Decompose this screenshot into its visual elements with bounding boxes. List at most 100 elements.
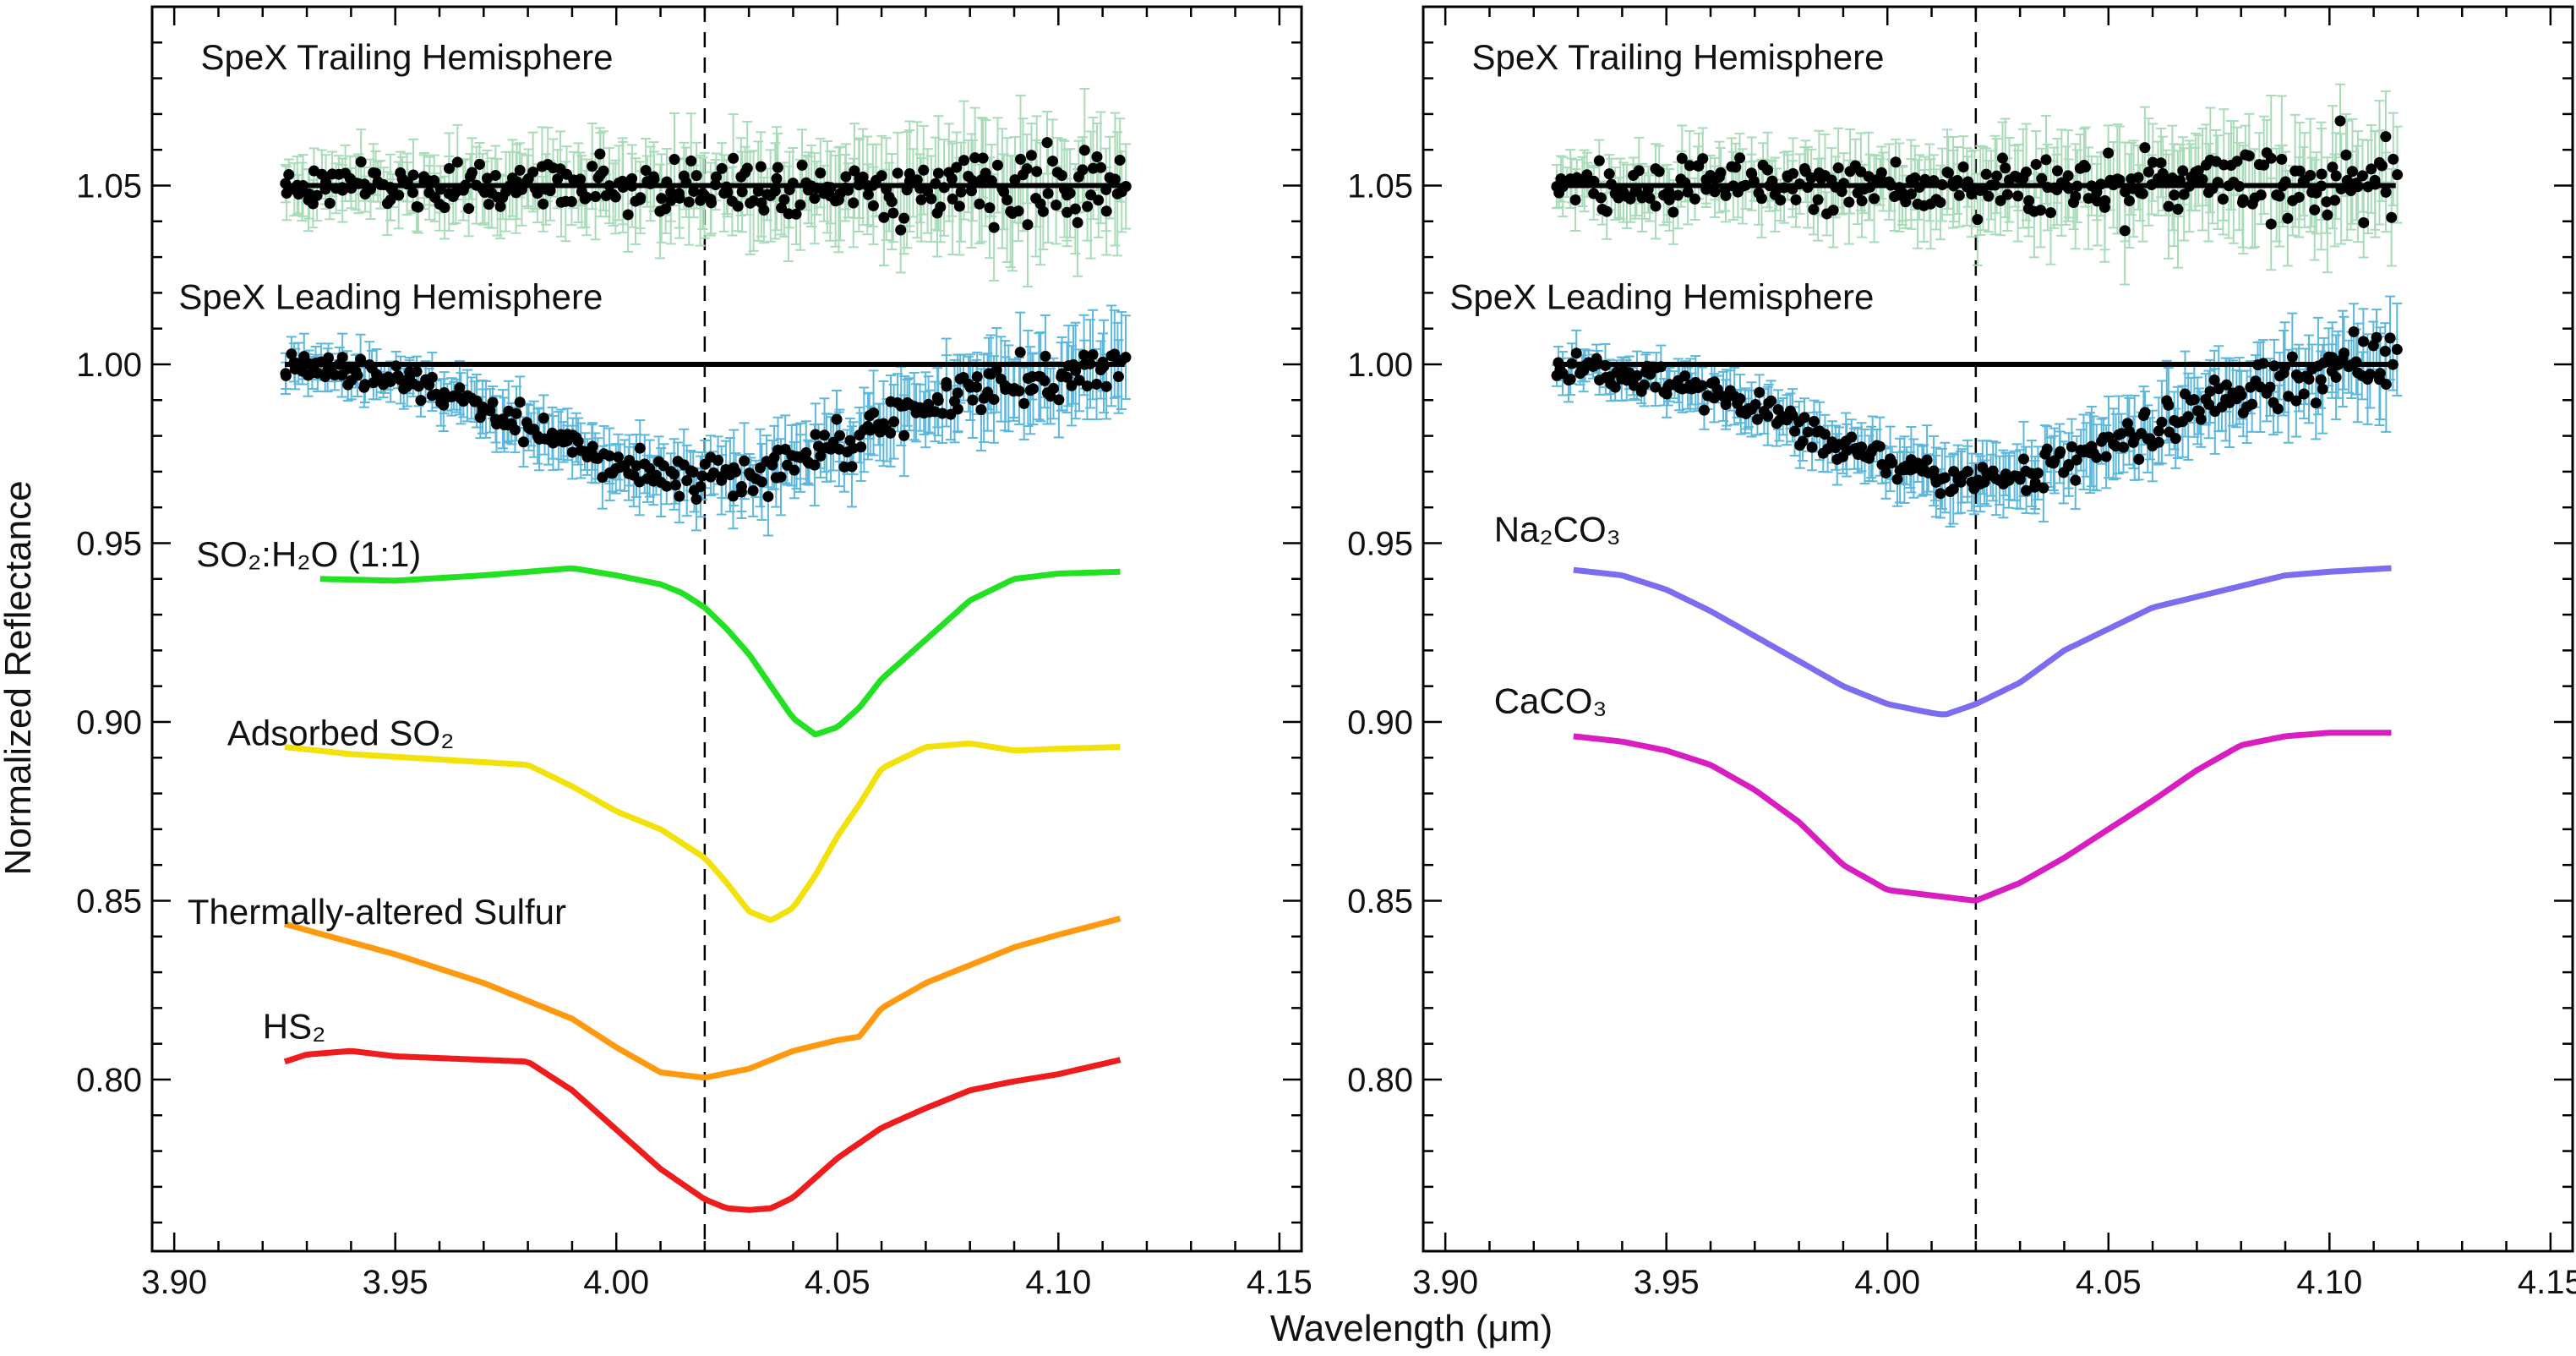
data-point [1734, 393, 1746, 405]
data-point [2155, 157, 2167, 169]
data-point [1069, 203, 1081, 215]
data-point [1667, 206, 1679, 218]
data-point [665, 187, 677, 199]
data-point [1041, 137, 1053, 149]
x-tick-label: 4.00 [583, 1264, 649, 1301]
data-point [1808, 415, 1820, 427]
data-point [695, 480, 707, 492]
series-line-3 [283, 1047, 1122, 1213]
data-point [660, 203, 672, 215]
data-point [590, 191, 602, 203]
data-point [439, 202, 450, 214]
data-point [855, 441, 867, 453]
data-point [947, 193, 958, 205]
data-point [690, 170, 702, 182]
data-point [640, 165, 652, 177]
data-point [1682, 186, 1694, 198]
data-point [1953, 189, 1965, 201]
data-point [2157, 167, 2169, 179]
x-tick-label: 4.10 [1025, 1264, 1091, 1301]
data-point [952, 403, 963, 415]
data-point [1047, 156, 1059, 167]
data-point [415, 395, 427, 407]
data-point [1790, 194, 1802, 205]
data-point [1014, 347, 1026, 358]
data-point [2051, 165, 2063, 177]
data-point [974, 198, 985, 210]
y-tick-label: 0.85 [1347, 883, 1413, 920]
data-point [1091, 150, 1103, 162]
x-tick-label: 3.90 [1412, 1264, 1478, 1301]
data-point [1708, 392, 1720, 404]
data-point [538, 198, 549, 210]
data-point [728, 152, 740, 164]
data-point [1653, 166, 1665, 178]
data-point [848, 197, 860, 209]
data-point [2100, 451, 2112, 462]
x-tick-label: 4.05 [2076, 1264, 2142, 1301]
series-line-0 [319, 565, 1121, 738]
x-tick-label: 4.10 [2296, 1264, 2362, 1301]
data-point [1569, 194, 1581, 206]
data-point [2321, 196, 2333, 208]
data-point [1806, 441, 1818, 453]
data-point [2358, 216, 2370, 228]
data-point [2217, 193, 2229, 205]
data-point [565, 196, 577, 208]
data-point [752, 185, 764, 197]
data-point [967, 394, 979, 406]
data-point [594, 148, 606, 160]
data-point [2132, 172, 2144, 183]
left-panel: 3.90 3.95 4.00 4.05 4.10 4.15 0.80 0.85 0.90 0.95… [76, 5, 1313, 1301]
data-point [1921, 454, 1933, 466]
data-point [1603, 168, 1615, 180]
data-point [393, 189, 405, 201]
data-point [1663, 194, 1675, 205]
data-point [1070, 364, 1082, 376]
data-point [1100, 205, 1112, 217]
data-point [385, 375, 396, 387]
x-tick-label: 4.15 [2518, 1264, 2576, 1301]
data-point [2123, 195, 2135, 207]
data-point [2231, 156, 2243, 167]
data-point [426, 371, 438, 383]
data-point [648, 173, 660, 185]
data-point [988, 393, 1000, 405]
data-point [2309, 204, 2321, 216]
data-point [1762, 410, 1774, 422]
data-point [2177, 165, 2189, 177]
data-point [467, 167, 478, 178]
data-point [951, 161, 963, 173]
data-point [888, 416, 900, 428]
data-point [336, 352, 348, 364]
data-point [1869, 193, 1880, 205]
data-point [911, 174, 923, 186]
data-point [840, 171, 852, 183]
data-point [758, 205, 770, 216]
data-point [1053, 394, 1065, 406]
data-point [324, 197, 336, 209]
data-point [412, 380, 424, 392]
data-point [2265, 152, 2277, 164]
spectrum-0 [1551, 83, 2404, 286]
data-point [1755, 193, 1767, 205]
data-point [1018, 397, 1030, 409]
data-point [1048, 383, 1060, 395]
data-point [665, 194, 677, 206]
data-point [2163, 200, 2175, 212]
data-point [688, 185, 700, 197]
data-point [775, 471, 787, 483]
data-point [2329, 194, 2341, 206]
y-tick-label: 0.95 [76, 525, 142, 562]
data-point [2192, 165, 2204, 177]
data-point [898, 429, 910, 441]
data-point [683, 196, 695, 208]
data-point [484, 405, 496, 417]
data-point [669, 468, 680, 480]
data-point [1996, 152, 2008, 164]
data-point [1819, 429, 1831, 440]
data-point [1639, 379, 1651, 391]
data-point [1672, 189, 1684, 201]
data-point [444, 162, 456, 174]
data-point [2082, 193, 2094, 205]
